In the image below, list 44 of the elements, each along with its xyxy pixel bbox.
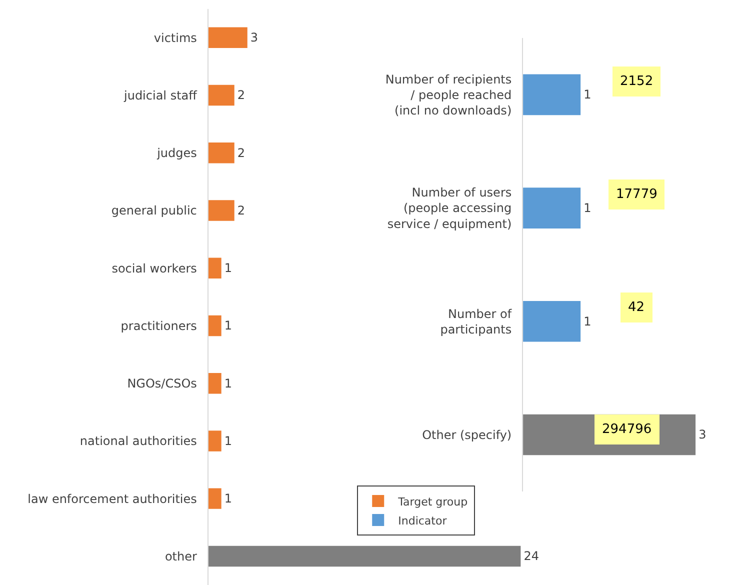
y-tick-label: Number of users (people accessing service / equipment) [387,186,512,231]
bar [208,142,234,164]
bar [208,200,234,221]
bar [208,315,222,336]
data-label: 1 [584,88,592,102]
bar [208,27,248,48]
annotation: 2152 [620,74,654,89]
data-label: 1 [584,314,592,328]
y-tick-label: Number of recipients / people reached (incl no downloads) [385,72,512,118]
annotation: 17779 [616,187,658,202]
y-tick-label: judicial staff [123,88,198,102]
y-tick-label: national authorities [80,434,197,448]
annotation: 42 [628,300,645,315]
y-tick-label: NGOs/CSOs [127,376,197,391]
y-tick-label: social workers [112,261,197,276]
data-label: 2 [237,88,245,102]
bar [208,84,234,106]
y-tick-label: law enforcement authorities [28,492,197,506]
y-tick-label: judges [156,146,197,160]
y-tick-label: victims [154,30,197,45]
data-label: 1 [224,318,232,333]
legend-label: Indicator [398,514,448,528]
bar [208,430,222,452]
y-tick-label: Other (specify) [422,428,512,442]
data-label: 3 [250,30,258,45]
data-label: 1 [224,261,232,276]
bar [208,258,222,278]
y-tick-label: Number of participants [440,306,512,336]
y-tick-label: other [164,549,197,564]
y-tick-label: general public [111,204,197,218]
bar [208,488,222,509]
bar [208,372,222,394]
bar [208,546,521,567]
y-tick-label: practitioners [120,318,197,333]
data-label: 1 [224,434,232,448]
data-label: 2 [237,203,245,218]
data-label: 2 [237,146,245,160]
annotation: 294796 [602,422,652,437]
data-label: 3 [698,428,706,442]
legend-label: Target group [397,495,468,508]
data-label: 1 [224,492,232,506]
data-label: 1 [584,201,592,216]
data-label: 24 [524,549,540,564]
data-label: 1 [224,376,232,390]
